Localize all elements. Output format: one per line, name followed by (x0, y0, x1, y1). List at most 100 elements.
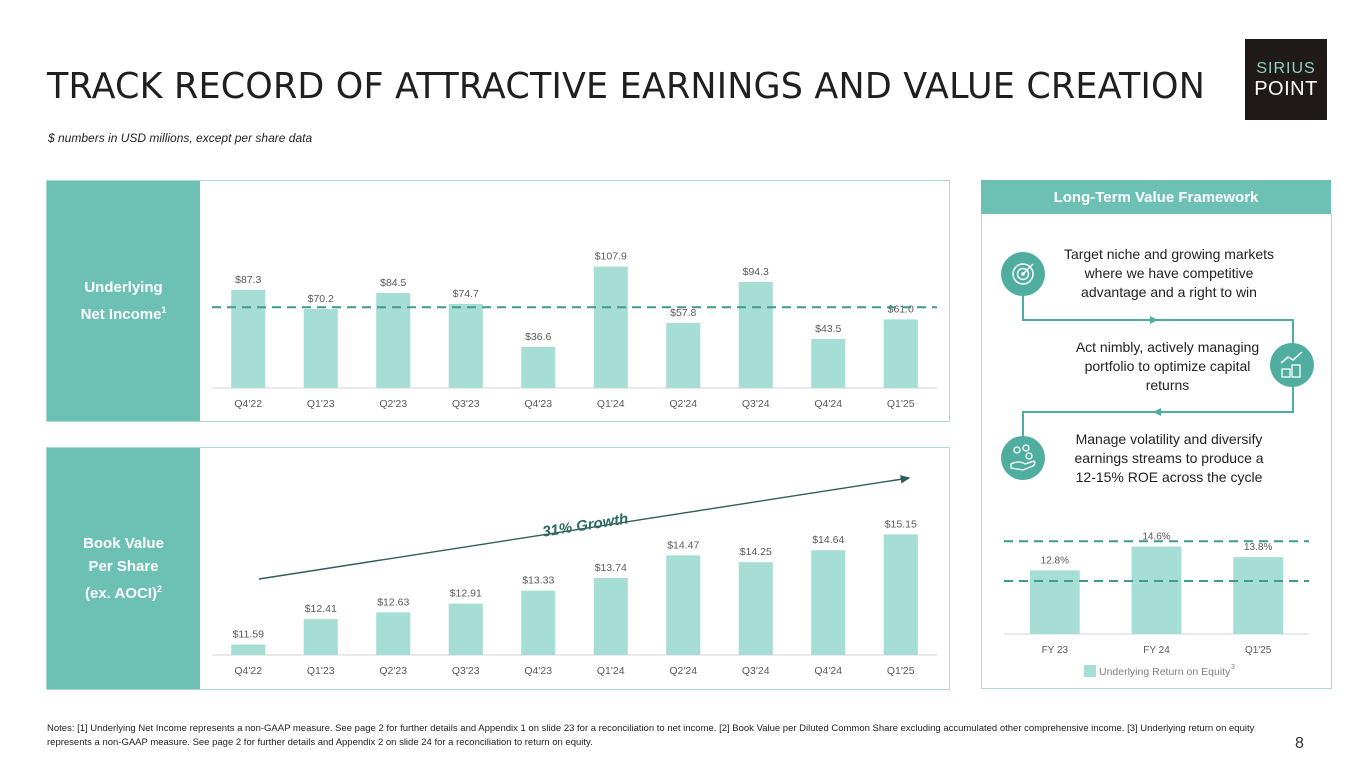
data-label-3: $74.7 (453, 288, 479, 300)
framework-item-3: Manage volatility and diversify earnings… (1074, 431, 1264, 485)
data-label-3: $12.91 (450, 588, 482, 600)
data-label-8: $14.64 (812, 534, 844, 546)
data-label-5: $107.9 (595, 251, 627, 263)
bar-7 (738, 281, 773, 388)
data-label-2: 13.8% (1244, 542, 1272, 553)
framework-item-1: Target niche and growing markets where w… (1063, 246, 1275, 300)
bar-3 (448, 603, 483, 655)
tick-label-8: Q4'24 (814, 665, 842, 677)
growth-arrow (258, 475, 911, 580)
footnote-3: 3 (1231, 664, 1235, 671)
tick-label-3: Q3'23 (452, 398, 480, 410)
net-income-panel: Underlying Net Income1 $87.3 Q4'22 $70.2 Q1… (46, 180, 950, 422)
data-label-1: $70.2 (308, 293, 334, 305)
units-note: $ numbers in USD millions, except per sh… (48, 131, 313, 145)
tick-label-2: Q2'23 (379, 665, 407, 677)
page-number: 8 (1295, 735, 1304, 752)
net-income-label-line1: Underlying (84, 279, 163, 296)
data-label-9: $61.0 (888, 303, 914, 315)
net-income-label: Underlying Net Income1 (47, 181, 200, 421)
data-label-8: $43.5 (815, 323, 841, 335)
bar-5 (593, 577, 628, 655)
bar-4 (521, 346, 556, 388)
bar-8 (811, 339, 846, 388)
bar-6 (666, 322, 701, 388)
data-label-6: $14.47 (667, 539, 699, 551)
book-value-label: Book Value Per Share (ex. AOCI)2 (47, 448, 200, 689)
book-value-label-line1: Book Value (83, 535, 164, 552)
footnotes: Notes: [1] Underlying Net Income represe… (47, 723, 1255, 748)
logo-line1: SIRIUS (1256, 59, 1316, 77)
data-label-7: $14.25 (740, 546, 772, 558)
legend-swatch (1084, 665, 1096, 677)
data-label-5: $13.74 (595, 562, 627, 574)
tick-label-8: Q4'24 (814, 398, 842, 410)
legend-label: Underlying Return on Equity (1099, 666, 1231, 678)
data-label-1: $12.41 (305, 603, 337, 615)
arrow-left-icon (1153, 408, 1161, 416)
bar-1 (1131, 546, 1182, 634)
bar-2 (376, 612, 411, 655)
bar-0 (1029, 570, 1080, 634)
book-value-label-line3: (ex. AOCI) (85, 585, 157, 602)
bar-0 (231, 644, 266, 655)
data-label-0: $87.3 (235, 274, 261, 286)
tick-label-6: Q2'24 (669, 398, 697, 410)
bar-5 (593, 266, 628, 388)
tick-label-9: Q1'25 (887, 398, 915, 410)
bar-2 (376, 292, 411, 388)
page-title: TRACK RECORD OF ATTRACTIVE EARNINGS AND … (47, 66, 1206, 107)
tick-label-6: Q2'24 (669, 665, 697, 677)
tick-label-7: Q3'24 (742, 398, 770, 410)
bar-3 (448, 303, 483, 388)
book-value-chart: $11.59 Q4'22 $12.41 Q1'23 $12.63 Q2'23 $12.91 Q… (212, 475, 937, 677)
bar-8 (811, 550, 846, 655)
bar-9 (883, 534, 918, 655)
net-income-label-line2: Net Income (80, 306, 162, 323)
tick-label-4: Q4'23 (524, 398, 552, 410)
company-logo: SIRIUS POINT (1245, 39, 1327, 120)
framework-panel: Target niche and growing markets where w… (981, 214, 1332, 689)
tick-label-9: Q1'25 (887, 665, 915, 677)
data-label-0: $11.59 (233, 628, 264, 640)
footnote-2: 2 (156, 584, 162, 594)
tick-label-0: Q4'22 (234, 665, 262, 677)
bar-1 (303, 309, 338, 388)
data-label-7: $94.3 (743, 266, 769, 278)
tick-label-4: Q4'23 (524, 665, 552, 677)
data-label-4: $36.6 (525, 331, 551, 343)
tick-label-1: FY 24 (1143, 645, 1170, 656)
data-label-2: $12.63 (377, 596, 409, 608)
data-label-0: 12.8% (1041, 555, 1069, 566)
bar-7 (738, 562, 773, 655)
bar-0 (231, 289, 266, 388)
hand-coins-icon (1001, 436, 1045, 480)
framework-header: Long-Term Value Framework (981, 180, 1331, 214)
tick-label-2: Q2'23 (379, 398, 407, 410)
bar-9 (883, 319, 918, 388)
tick-label-1: Q1'23 (307, 398, 335, 410)
tick-label-0: FY 23 (1042, 645, 1069, 656)
book-value-label-line2: Per Share (88, 558, 159, 575)
growth-coins-icon (1270, 343, 1314, 387)
framework-item-2: Act nimbly, actively managing portfolio … (1075, 339, 1260, 393)
data-label-2: $84.5 (380, 277, 406, 289)
roe-chart: 12.8% FY 23 14.6% FY 24 13.8% Q1'25 Underlying… (1004, 532, 1309, 678)
tick-label-7: Q3'24 (742, 665, 770, 677)
tick-label-0: Q4'22 (234, 398, 262, 410)
tick-label-5: Q1'24 (597, 665, 625, 677)
arrow-right-icon (1150, 316, 1158, 324)
data-label-1: 14.6% (1142, 532, 1170, 543)
bar-6 (666, 555, 701, 655)
growth-annotation: 31% Growth (541, 510, 629, 540)
target-icon (1001, 252, 1045, 296)
bar-2 (1233, 557, 1284, 634)
tick-label-5: Q1'24 (597, 398, 625, 410)
footnote-1: 1 (161, 305, 167, 315)
bar-4 (521, 590, 556, 655)
logo-line2: POINT (1254, 77, 1318, 100)
data-label-9: $15.15 (885, 518, 917, 530)
bar-1 (303, 619, 338, 655)
net-income-chart: $87.3 Q4'22 $70.2 Q1'23 $84.5 Q2'23 $74.7 Q3'23… (212, 251, 937, 410)
book-value-panel: Book Value Per Share (ex. AOCI)2 $11.59 Q… (46, 447, 950, 690)
